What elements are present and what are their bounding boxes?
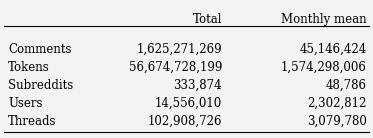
Text: 1,574,298,006: 1,574,298,006 (281, 61, 367, 74)
Text: Tokens: Tokens (8, 61, 50, 74)
Text: 102,908,726: 102,908,726 (147, 115, 222, 128)
Text: 333,874: 333,874 (173, 79, 222, 92)
Text: Total: Total (192, 13, 222, 26)
Text: Monthly mean: Monthly mean (281, 13, 367, 26)
Text: 2,302,812: 2,302,812 (308, 97, 367, 110)
Text: 56,674,728,199: 56,674,728,199 (129, 61, 222, 74)
Text: 1,625,271,269: 1,625,271,269 (137, 43, 222, 56)
Text: Comments: Comments (8, 43, 72, 56)
Text: 48,786: 48,786 (326, 79, 367, 92)
Text: 3,079,780: 3,079,780 (307, 115, 367, 128)
Text: 45,146,424: 45,146,424 (300, 43, 367, 56)
Text: Threads: Threads (8, 115, 56, 128)
Text: 14,556,010: 14,556,010 (155, 97, 222, 110)
Text: Subreddits: Subreddits (8, 79, 73, 92)
Text: Users: Users (8, 97, 43, 110)
